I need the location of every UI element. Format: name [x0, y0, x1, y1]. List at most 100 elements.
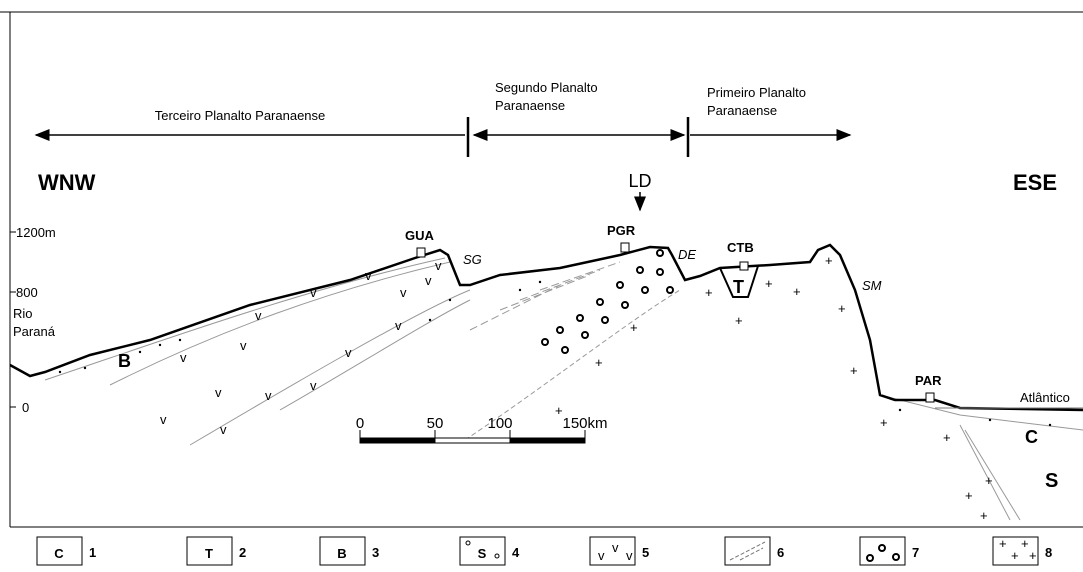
- svg-text:v: v: [220, 422, 227, 437]
- legend-number: 6: [777, 545, 784, 560]
- svg-text:v: v: [240, 338, 247, 353]
- region-label: Primeiro Planalto: [707, 85, 806, 100]
- conglomerate: [541, 249, 674, 354]
- svg-text:v: v: [310, 378, 317, 393]
- direction: WNW: [38, 170, 96, 195]
- region-label: Segundo Planalto: [495, 80, 598, 95]
- svg-text:+: +: [985, 473, 993, 488]
- legend-box: [36, 536, 83, 566]
- svg-text:v: v: [365, 268, 372, 283]
- structure: SM: [862, 278, 882, 293]
- legend-symbol: C: [54, 546, 64, 561]
- svg-text:v: v: [400, 285, 407, 300]
- legend-symbol: B: [337, 546, 346, 561]
- pattern: +: [1021, 536, 1029, 551]
- svg-text:v: v: [255, 308, 262, 323]
- svg-text:v: v: [395, 318, 402, 333]
- region-label: Terceiro Planalto Paranaense: [155, 108, 326, 123]
- legend-box: [724, 536, 771, 566]
- pattern: v: [626, 548, 633, 563]
- elevation-ticks: [10, 231, 16, 408]
- lineament: LD: [628, 171, 651, 191]
- frame: [0, 11, 1083, 528]
- svg-text:+: +: [705, 285, 713, 300]
- topographic-profile: [9, 243, 1083, 412]
- legend-number: 3: [372, 545, 379, 560]
- pattern: [866, 554, 874, 562]
- svg-text:+: +: [630, 320, 638, 335]
- legend-box: [319, 536, 366, 566]
- svg-text:+: +: [965, 488, 973, 503]
- unit-label: T: [733, 277, 744, 297]
- scale-label: 150km: [562, 415, 607, 432]
- pattern: +: [999, 536, 1007, 551]
- svg-text:+: +: [735, 313, 743, 328]
- place: Rio: [13, 306, 33, 321]
- legend-number: 7: [912, 545, 919, 560]
- unit-label: B: [118, 351, 131, 371]
- legend-box: [992, 536, 1039, 566]
- pattern: [494, 553, 500, 559]
- svg-text:+: +: [850, 363, 858, 378]
- place: GUA: [405, 228, 435, 243]
- pattern: v: [612, 540, 619, 555]
- svg-text:v: v: [345, 345, 352, 360]
- scale-label: 100: [487, 415, 512, 432]
- sand-dots: [58, 280, 1052, 427]
- structure: DE: [678, 247, 696, 262]
- direction: ESE: [1013, 170, 1057, 195]
- legend-number: 5: [642, 545, 649, 560]
- place: CTB: [727, 240, 754, 255]
- legend-symbol: T: [205, 546, 213, 561]
- legend-box: [459, 536, 506, 566]
- pattern: [878, 544, 886, 552]
- structure: SG: [463, 252, 482, 267]
- pattern: +: [1011, 548, 1019, 563]
- pattern: [729, 541, 766, 561]
- place: Atlântico: [1020, 390, 1070, 405]
- legend-number: 2: [239, 545, 246, 560]
- elevation: 1200m: [16, 225, 56, 240]
- legend-box: [589, 536, 636, 566]
- legend: C 1 T 2 B 3 S 4 vvv 5 6 7++++ 8: [36, 536, 1052, 566]
- inner-lines: [44, 257, 1083, 521]
- svg-text:+: +: [838, 301, 846, 316]
- legend-number: 8: [1045, 545, 1052, 560]
- building-icons: [416, 242, 935, 403]
- svg-text:v: v: [265, 388, 272, 403]
- svg-text:v: v: [160, 412, 167, 427]
- place: PGR: [607, 223, 636, 238]
- pattern: [465, 540, 471, 546]
- region-label: Paranaense: [495, 98, 565, 113]
- svg-text:v: v: [215, 385, 222, 400]
- svg-text:+: +: [825, 253, 833, 268]
- place: PAR: [915, 373, 942, 388]
- svg-text:+: +: [880, 415, 888, 430]
- svg-text:v: v: [180, 350, 187, 365]
- scale-label: 0: [356, 415, 364, 432]
- region-arrows: [34, 117, 852, 212]
- legend-number: 4: [512, 545, 520, 560]
- svg-text:+: +: [943, 430, 951, 445]
- svg-text:v: v: [425, 273, 432, 288]
- scale-label: 50: [427, 415, 444, 432]
- svg-text:+: +: [555, 403, 563, 418]
- place: Paraná: [13, 324, 56, 339]
- svg-text:+: +: [765, 276, 773, 291]
- svg-text:v: v: [435, 258, 442, 273]
- unit-label: C: [1025, 427, 1038, 447]
- svg-text:+: +: [980, 508, 988, 523]
- unit-label: S: [1045, 470, 1058, 492]
- legend-box: [186, 536, 233, 566]
- pattern: +: [1029, 548, 1037, 563]
- pattern: v: [598, 548, 605, 563]
- graben: [719, 265, 759, 298]
- elevation: 0: [22, 400, 29, 415]
- region-label: Paranaense: [707, 103, 777, 118]
- svg-text:v: v: [310, 285, 317, 300]
- scale-bar: [359, 430, 586, 444]
- legend-number: 1: [89, 545, 96, 560]
- legend-symbol: S: [478, 546, 487, 561]
- pattern: [892, 553, 900, 561]
